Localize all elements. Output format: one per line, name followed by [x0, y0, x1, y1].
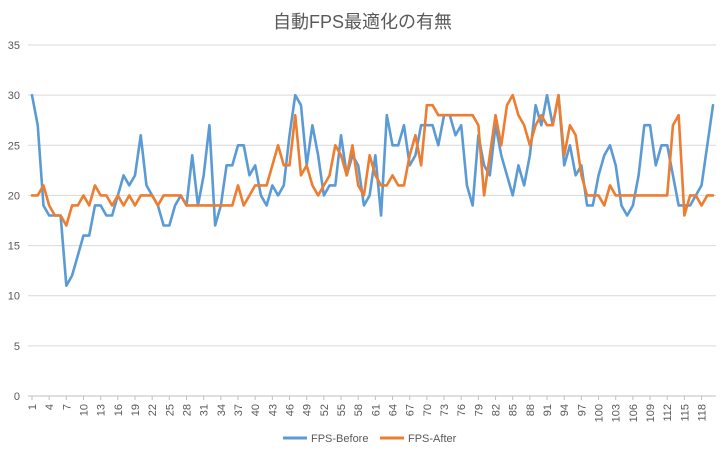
- gridlines: [28, 44, 716, 397]
- x-tick-label: 43: [267, 404, 279, 416]
- x-tick-label: 37: [233, 404, 245, 416]
- x-tick-label: 16: [113, 404, 125, 416]
- axes: 0 5 10 15 20 25 30 35 1 4 7 10 13 16 19 22 25 28 31 34 37 40 4…: [8, 40, 709, 422]
- x-tick-label: 40: [250, 404, 262, 416]
- legend-label-fps-before: FPS-Before: [311, 433, 368, 445]
- chart-title: 自動FPS最適化の有無: [272, 12, 452, 32]
- series-line-fps-before: [30, 93, 715, 287]
- x-tick-label: 28: [182, 404, 194, 416]
- x-tick-label: 103: [611, 404, 623, 422]
- y-tick-label: 20: [8, 190, 20, 202]
- x-tick-label: 70: [422, 404, 434, 416]
- x-tick-label: 100: [594, 404, 606, 422]
- x-tick-label: 115: [679, 404, 691, 422]
- x-tick-label: 61: [370, 404, 382, 416]
- y-tick-label: 5: [14, 341, 20, 353]
- x-tick-label: 64: [388, 404, 400, 416]
- y-tick-label: 0: [14, 391, 20, 403]
- y-tick-label: 15: [8, 241, 20, 253]
- x-tick-label: 88: [525, 404, 537, 416]
- x-tick-label: 25: [164, 404, 176, 416]
- x-tick-label: 13: [96, 404, 108, 416]
- x-tick-label: 97: [576, 404, 588, 416]
- y-tick-label: 30: [8, 90, 20, 102]
- x-tick-label: 4: [44, 404, 56, 410]
- x-tick-label: 22: [147, 404, 159, 416]
- x-tick-label: 34: [216, 404, 228, 416]
- legend: FPS-Before FPS-After: [283, 433, 457, 445]
- y-tick-label: 10: [8, 291, 20, 303]
- series-lines: [30, 93, 715, 287]
- x-tick-label: 118: [697, 404, 709, 422]
- series-line-fps-after: [30, 93, 715, 227]
- x-tick-label: 109: [645, 404, 657, 422]
- y-tick-label: 35: [8, 40, 20, 52]
- x-tick-label: 67: [405, 404, 417, 416]
- x-tick-label: 7: [61, 404, 73, 410]
- y-tick-label: 25: [8, 140, 20, 152]
- x-tick-label: 91: [542, 404, 554, 416]
- x-tick-label: 52: [319, 404, 331, 416]
- x-tick-label: 55: [336, 404, 348, 416]
- x-tick-label: 76: [456, 404, 468, 416]
- x-tick-label: 85: [508, 404, 520, 416]
- x-tick-label: 79: [473, 404, 485, 416]
- x-tick-label: 49: [302, 404, 314, 416]
- x-tick-label: 112: [662, 404, 674, 422]
- x-tick-label: 73: [439, 404, 451, 416]
- x-tick-label: 58: [353, 404, 365, 416]
- x-tick-label: 10: [79, 404, 91, 416]
- x-tick-label: 46: [285, 404, 297, 416]
- x-tick-label: 82: [491, 404, 503, 416]
- x-tick-label: 1: [27, 404, 39, 410]
- x-tick-label: 19: [130, 404, 142, 416]
- legend-label-fps-after: FPS-After: [408, 433, 457, 445]
- x-tick-label: 106: [628, 404, 640, 422]
- x-tick-label: 94: [559, 404, 571, 416]
- x-tick-label: 31: [199, 404, 211, 416]
